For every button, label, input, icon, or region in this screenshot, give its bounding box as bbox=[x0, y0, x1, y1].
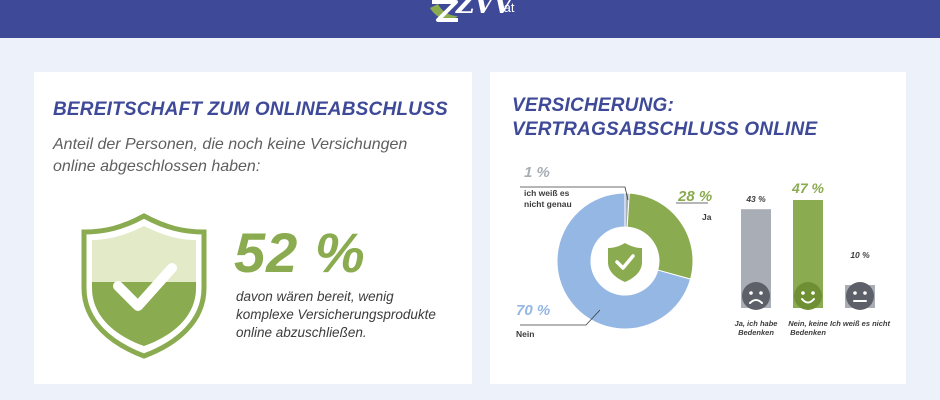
leaf-logo-icon bbox=[430, 0, 458, 22]
readiness-card: Bereitschaft zum Onlineabschluss Anteil … bbox=[34, 72, 472, 384]
shield-check-icon bbox=[81, 213, 207, 359]
readiness-value: 52 % bbox=[234, 221, 366, 284]
readiness-description: davon wären bereit, wenig komplexe Versi… bbox=[236, 289, 436, 340]
bar-pct-concerns: 43 % bbox=[746, 194, 766, 204]
leader-line-unsure bbox=[520, 186, 629, 201]
donut-slice-no bbox=[556, 192, 692, 330]
bar-pct-no-concerns: 47 % bbox=[792, 180, 824, 196]
no-label: Nein bbox=[516, 329, 535, 339]
chart-heading-line2: Vertragsabschluss online bbox=[512, 119, 818, 140]
bar-pct-unknown: 10 % bbox=[850, 250, 870, 260]
shield-check-icon bbox=[595, 231, 655, 291]
sad-face-icon bbox=[742, 282, 770, 310]
bar-cat-concerns: Ja, ich habe Bedenken bbox=[734, 319, 778, 337]
yes-pct: 28 % bbox=[678, 188, 713, 205]
readiness-subtitle: Anteil der Personen, die noch keine Vers… bbox=[53, 136, 408, 175]
unsure-label: ich weiß es nicht genau bbox=[524, 188, 572, 209]
readiness-heading: Bereitschaft zum Onlineabschluss bbox=[53, 99, 448, 120]
leader-line-no bbox=[520, 309, 601, 326]
bar-cat-no-concerns: Nein, keine Bedenken bbox=[788, 319, 828, 337]
neutral-face-icon bbox=[846, 282, 874, 310]
donut-chart bbox=[520, 186, 875, 330]
bar-cat-unknown: Ich weiß es nicht bbox=[830, 319, 891, 328]
unsure-pct: 1 % bbox=[524, 164, 550, 181]
logo-wordmark: ZVV bbox=[456, 0, 513, 20]
brand-logo[interactable]: ZVV .at bbox=[426, 0, 516, 26]
logo-domain: .at bbox=[500, 0, 515, 15]
donut-slice-yes bbox=[626, 192, 694, 280]
online-contract-card: Versicherung: Vertragsabschluss online 1… bbox=[490, 72, 906, 384]
chart-heading-line1: Versicherung: bbox=[512, 95, 675, 116]
yes-label: Ja bbox=[702, 212, 712, 222]
no-pct: 70 % bbox=[516, 302, 551, 319]
header-bar: ZVV .at bbox=[0, 0, 940, 38]
smiley-face-icon bbox=[794, 282, 822, 310]
